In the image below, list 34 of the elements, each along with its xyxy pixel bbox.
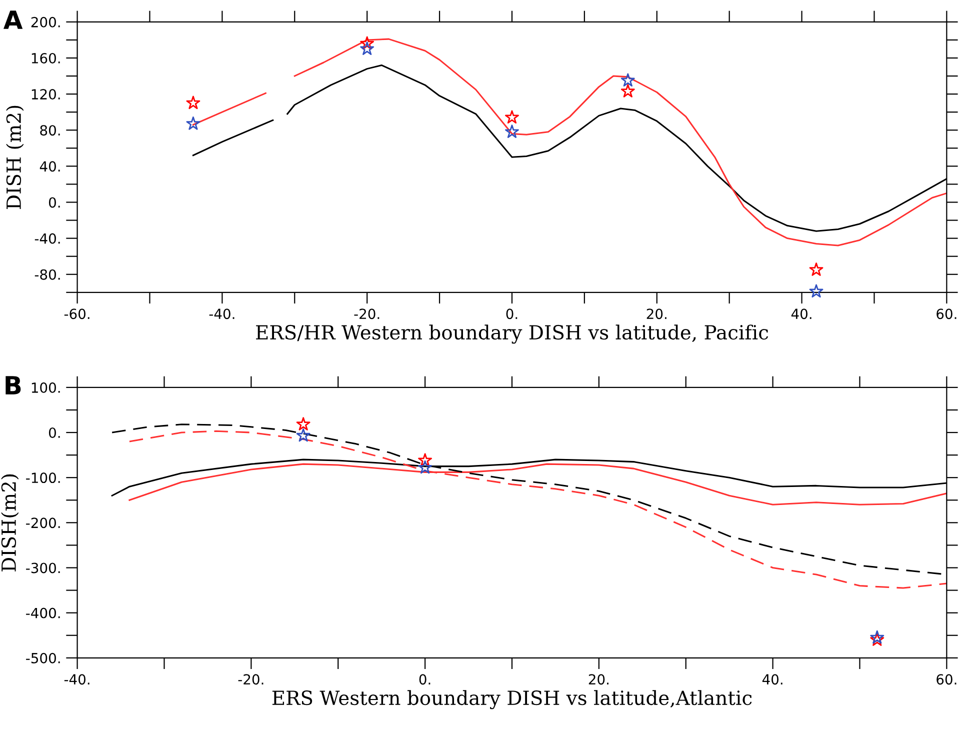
y-tick-label: 160. xyxy=(32,52,60,64)
x-tick-label: 0. xyxy=(419,674,430,685)
y-tick-label: 40. xyxy=(40,161,60,172)
y-tick-label: 0. xyxy=(48,427,60,438)
y-tick-label: -200. xyxy=(26,518,60,528)
y-tick-label: -80. xyxy=(34,269,60,280)
y-tick-label: 0. xyxy=(48,197,60,208)
x-tick-label: -20. xyxy=(238,674,264,685)
y-tick-label: -100. xyxy=(26,472,60,484)
x-tick-label: 20. xyxy=(646,308,666,320)
x-tick-label: 40. xyxy=(762,674,782,685)
x-tick-label: -20. xyxy=(354,308,380,320)
text: B xyxy=(6,376,21,394)
y-tick-label: 120. xyxy=(32,89,60,100)
y-tick-label: -40. xyxy=(34,233,60,244)
x-tick-label: 20. xyxy=(588,674,608,685)
y-tick-label: -500. xyxy=(26,652,60,664)
y-tick-label: 80. xyxy=(40,125,60,136)
y-tick-label: -400. xyxy=(26,608,60,618)
text: A xyxy=(4,10,23,29)
x-tick-label: 0. xyxy=(506,308,518,320)
x-tick-label: -60. xyxy=(64,308,90,320)
x-tick-label: -40. xyxy=(209,308,234,320)
x-tick-label: 40. xyxy=(791,308,812,320)
x-axis-title: ERS/HR Western boundary DISH vs latitude, Pacific xyxy=(256,324,768,344)
y-axis-title: DISH (m2) xyxy=(6,106,24,209)
x-tick-label: 60. xyxy=(936,308,956,320)
y-tick-label: -300. xyxy=(26,562,60,574)
y-tick-label: 200. xyxy=(31,16,60,28)
y-tick-label: 100. xyxy=(32,382,60,393)
x-axis-title: ERS Western boundary DISH vs latitude,Atlantic xyxy=(272,690,752,710)
x-tick-label: 60. xyxy=(936,674,956,685)
y-axis-title: DISH(m2) xyxy=(1,474,19,572)
x-tick-label: -40. xyxy=(64,674,90,685)
